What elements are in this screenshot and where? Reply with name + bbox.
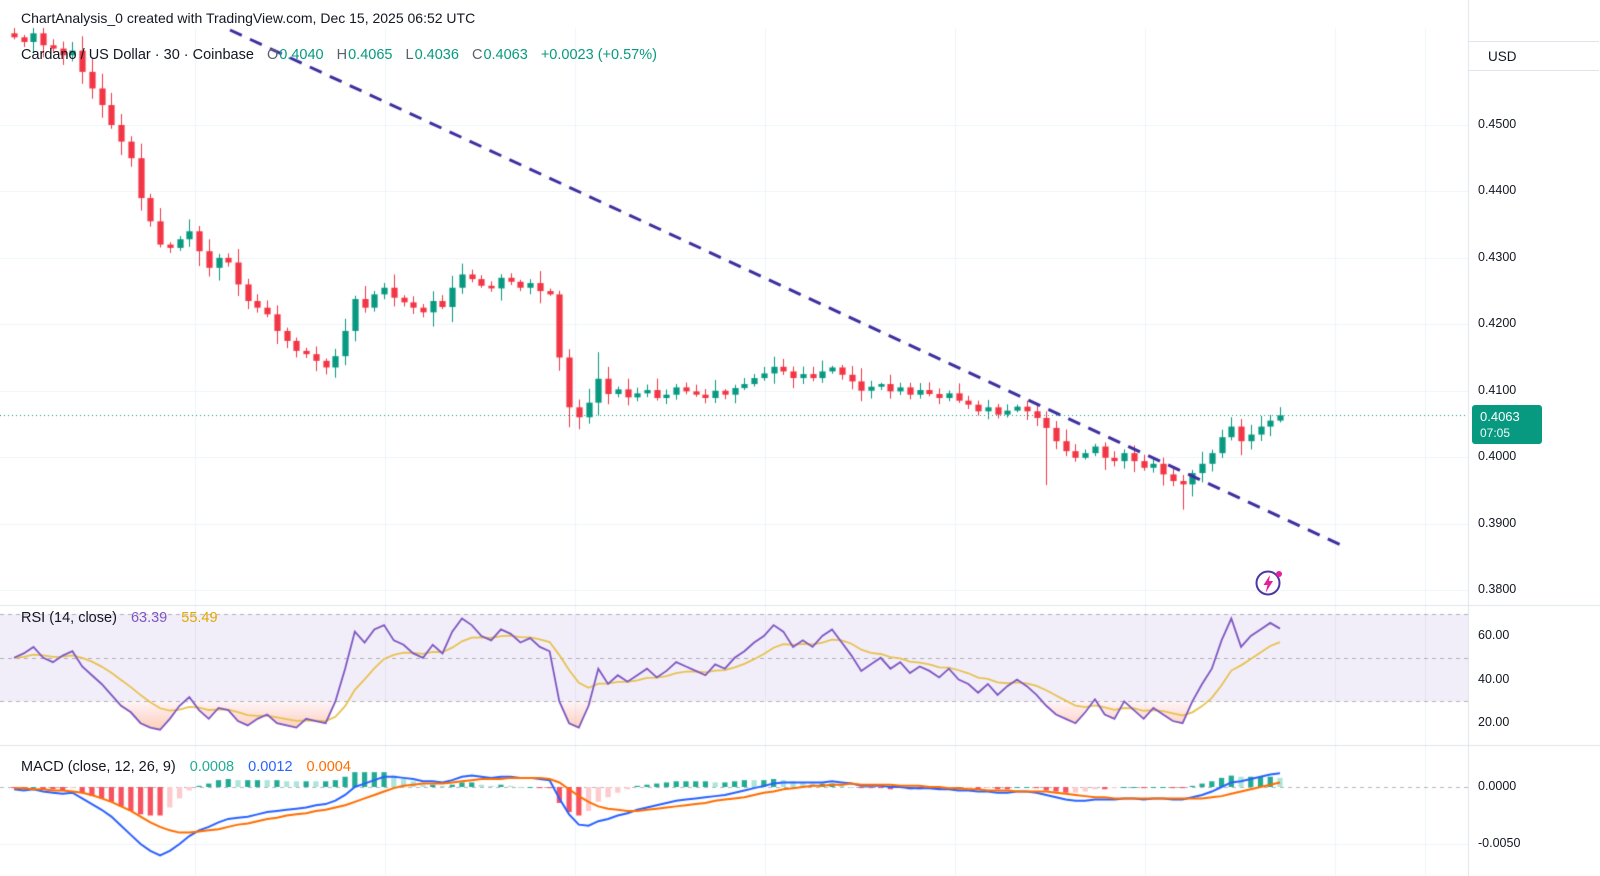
price-axis-label: 0.4400 xyxy=(1478,183,1517,198)
flash-drawing-icon[interactable] xyxy=(1253,566,1285,598)
close-value: 0.4063 xyxy=(483,47,528,63)
price-axis-label: 0.3900 xyxy=(1478,515,1517,530)
macd-title: MACD (close, 12, 26, 9) xyxy=(21,759,176,775)
price-axis[interactable]: USD 0.4063 07:05 0.4500 0.4400 0.4300 0.420… xyxy=(1468,0,1600,876)
bar-countdown: 07:05 xyxy=(1480,426,1511,441)
macd-legend[interactable]: MACD (close, 12, 26, 9) 0.0008 0.0012 0.… xyxy=(21,759,351,775)
rsi-legend[interactable]: RSI (14, close) 63.39 55.49 xyxy=(21,610,218,626)
rsi-value: 63.39 xyxy=(130,610,168,626)
close-label: C xyxy=(471,47,483,63)
last-price: 0.4063 xyxy=(1480,409,1520,425)
macd-hist-value: 0.0008 xyxy=(189,759,235,775)
high-label: H xyxy=(336,47,348,63)
rsi-axis-label: 40.00 xyxy=(1478,671,1510,686)
price-axis-label: 0.4500 xyxy=(1478,117,1517,131)
rsi-axis-label: 60.00 xyxy=(1478,628,1510,642)
rsi-title: RSI (14, close) xyxy=(21,610,117,626)
open-value: 0.4040 xyxy=(279,47,324,63)
macd-axis-label: 0.0000 xyxy=(1478,779,1517,793)
currency-label: USD xyxy=(1468,41,1599,71)
price-axis-label: 0.4000 xyxy=(1478,449,1517,464)
open-label: O xyxy=(266,47,279,63)
macd-line-value: 0.0012 xyxy=(248,759,293,775)
change-value: +0.0023 (+0.57%) xyxy=(540,47,657,63)
symbol-title: Cardano / US Dollar · 30 · Coinbase xyxy=(21,47,254,63)
last-price-badge: 0.4063 07:05 xyxy=(1472,405,1542,445)
high-value: 0.4065 xyxy=(348,47,393,63)
rsi-ma-value: 55.49 xyxy=(181,610,218,626)
low-value: 0.4036 xyxy=(414,47,459,63)
price-axis-label: 0.4200 xyxy=(1478,316,1517,331)
price-axis-label: 0.3800 xyxy=(1478,582,1517,596)
watermark-header: ChartAnalysis_0 created with TradingView… xyxy=(21,10,476,26)
price-axis-label: 0.4300 xyxy=(1478,249,1517,264)
macd-signal-value: 0.0004 xyxy=(306,759,351,775)
low-label: L xyxy=(405,47,414,63)
rsi-axis-label: 20.00 xyxy=(1478,715,1510,730)
price-axis-label: 0.4100 xyxy=(1478,382,1517,397)
symbol-legend[interactable]: Cardano / US Dollar · 30 · Coinbase O0.4… xyxy=(21,47,657,63)
macd-axis-label: -0.0050 xyxy=(1478,836,1521,850)
